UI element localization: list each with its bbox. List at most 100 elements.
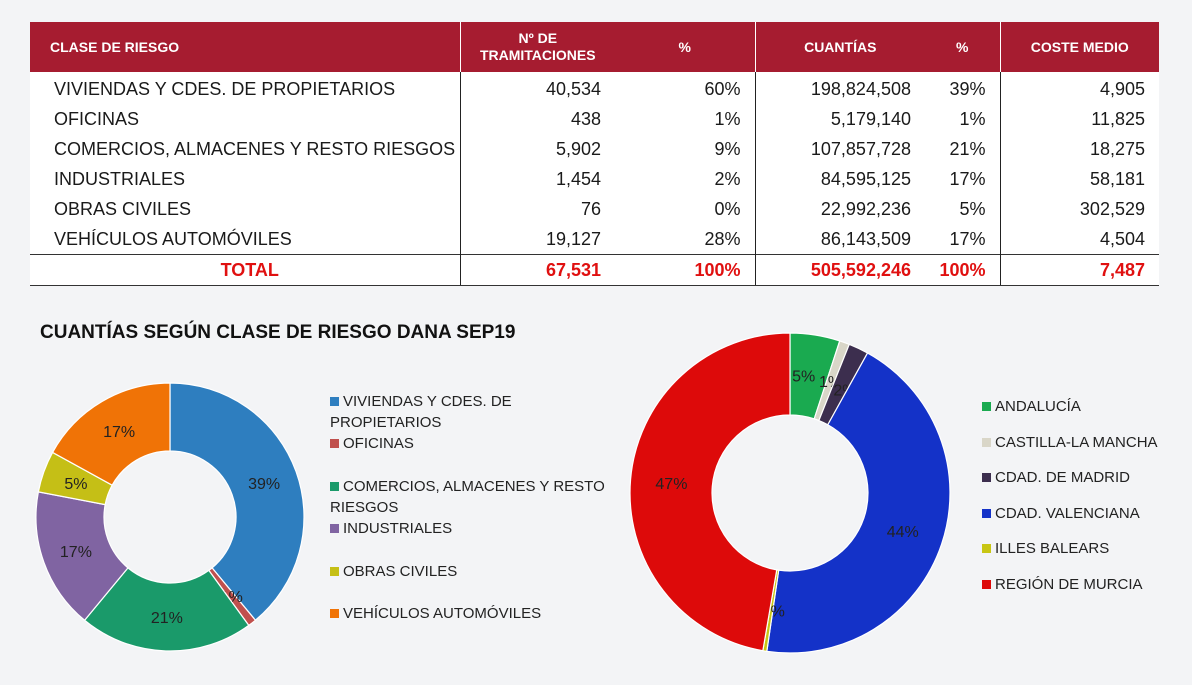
cell-total-cuantias: 505,592,246: [755, 254, 925, 286]
cell-pct-tramitaciones: 0%: [615, 194, 756, 224]
cell-cuantias: 84,595,125: [820, 168, 911, 189]
cell-clase: VIVIENDAS Y CDES. DE PROPIETARIOS: [30, 72, 461, 104]
cell-total-tramitaciones: 67,531: [460, 254, 615, 286]
cell-coste-medio: 18,275: [1089, 138, 1145, 159]
cell-coste-medio: 11,825: [1091, 108, 1145, 129]
header-cuantias: CUANTÍAS: [755, 22, 925, 72]
donut1-legend-label: INDUSTRIALES: [343, 520, 452, 537]
donut1-legend-label: PROPIETARIOS: [330, 414, 441, 431]
table-row: VIVIENDAS Y CDES. DE PROPIETARIOS 40,534…: [30, 72, 1159, 104]
donut1-legend-swatch: [330, 397, 339, 406]
cell-tramitaciones: 5,902: [555, 138, 601, 159]
donut2-slice-5: [629, 332, 791, 652]
donut1-legend-label: COMERCIOS, ALMACENES Y RESTO: [343, 478, 605, 495]
cell-pct-cuantias: 21%: [925, 134, 1001, 164]
cell-pct-tramitaciones: 1%: [615, 104, 756, 134]
cell-cuantias: 22,992,236: [820, 198, 911, 219]
donut2-data-label: 47%: [655, 476, 687, 493]
cell-coste-medio: 4,504: [1099, 228, 1145, 249]
cell-clase: COMERCIOS, ALMACENES Y RESTO RIESGOS: [30, 134, 461, 164]
header-pct-tramitaciones: %: [615, 22, 756, 72]
table-row: INDUSTRIALES 1,454 2% 84,595,125 17% 58,…: [30, 164, 1159, 194]
cell-tramitaciones: 40,534: [545, 78, 601, 99]
cell-cuantias: 198,824,508: [810, 78, 911, 99]
cell-total-label: TOTAL: [30, 254, 461, 286]
table-row: OFICINAS 438 1% 5,179,140 1% 11,825: [30, 104, 1159, 134]
donut1-legend-swatch: [330, 482, 339, 491]
cell-tramitaciones: 1,454: [555, 168, 601, 189]
donut2-data-label: 5%: [792, 368, 815, 385]
cell-clase: VEHÍCULOS AUTOMÓVILES: [30, 224, 461, 255]
cell-pct-cuantias: 17%: [925, 224, 1001, 255]
cell-pct-tramitaciones: 9%: [615, 134, 756, 164]
donut1-data-label: 17%: [103, 424, 135, 441]
donut2-legend-swatch: [982, 580, 991, 589]
donut1-legend-swatch: [330, 439, 339, 448]
donut1-legend-label: RIESGOS: [330, 499, 398, 516]
table-row: VEHÍCULOS AUTOMÓVILES 19,127 28% 86,143,…: [30, 224, 1159, 255]
cell-cuantias: 5,179,140: [830, 108, 911, 129]
risk-class-table: CLASE DE RIESGO Nº DE TRAMITACIONES % CU…: [30, 22, 1159, 286]
header-pct-cuantias: %: [925, 22, 1001, 72]
cell-total-pct-cuantias: 100%: [925, 254, 1001, 286]
cell-tramitaciones: 438: [570, 108, 601, 129]
donut1-data-label: 39%: [248, 476, 280, 493]
donut2-data-label: 44%: [887, 524, 919, 541]
cell-pct-cuantias: 17%: [925, 164, 1001, 194]
donut2-legend-swatch: [982, 473, 991, 482]
cell-cuantias: 86,143,509: [820, 228, 911, 249]
donut2-legend-label: REGIÓN DE MURCIA: [995, 576, 1143, 593]
cell-coste-medio: 58,181: [1089, 168, 1145, 189]
cell-coste-medio: 302,529: [1079, 198, 1145, 219]
donut2-legend-label: CDAD. VALENCIANA: [995, 505, 1140, 522]
cell-pct-cuantias: 1%: [925, 104, 1001, 134]
cell-total-pct-tramitaciones: 100%: [615, 254, 756, 286]
donut2-legend-label: CASTILLA-LA MANCHA: [995, 434, 1158, 451]
cell-coste-medio: 4,905: [1099, 78, 1145, 99]
cell-cuantias: 107,857,728: [810, 138, 911, 159]
cell-pct-tramitaciones: 60%: [615, 72, 756, 104]
cell-total-coste-medio: 7,487: [1000, 254, 1159, 286]
donut2-legend-swatch: [982, 544, 991, 553]
donut1-data-label: 5%: [64, 476, 87, 493]
donut1-slice-0: [169, 382, 305, 622]
donut1-legend-label: OFICINAS: [343, 435, 414, 452]
cell-pct-cuantias: 5%: [925, 194, 1001, 224]
cell-pct-tramitaciones: 28%: [615, 224, 756, 255]
donut1-data-label: 17%: [60, 544, 92, 561]
cell-tramitaciones: 19,127: [545, 228, 601, 249]
donut1-legend-swatch: [330, 524, 339, 533]
cell-clase: OFICINAS: [30, 104, 461, 134]
header-coste-medio: COSTE MEDIO: [1000, 22, 1159, 72]
donut1-legend-label: OBRAS CIVILES: [343, 563, 457, 580]
donut2-slice-3: [766, 352, 951, 654]
cell-clase: OBRAS CIVILES: [30, 194, 461, 224]
table-row: OBRAS CIVILES 76 0% 22,992,236 5% 302,52…: [30, 194, 1159, 224]
table-row: COMERCIOS, ALMACENES Y RESTO RIESGOS 5,9…: [30, 134, 1159, 164]
header-tramitaciones: Nº DE TRAMITACIONES: [460, 22, 615, 72]
donut2-legend-label: CDAD. DE MADRID: [995, 469, 1130, 486]
header-tramitaciones-line1: Nº DE: [518, 30, 558, 46]
donut2-legend-swatch: [982, 402, 991, 411]
donut2-legend-label: ANDALUCÍA: [995, 398, 1081, 415]
donut2-legend-swatch: [982, 509, 991, 518]
table-total-row: TOTAL 67,531 100% 505,592,246 100% 7,487: [30, 254, 1159, 286]
donut1-legend-label: VEHÍCULOS AUTOMÓVILES: [343, 605, 541, 622]
donut2-legend-swatch: [982, 438, 991, 447]
cell-tramitaciones: 76: [580, 198, 601, 219]
table-header-row: CLASE DE RIESGO Nº DE TRAMITACIONES % CU…: [30, 22, 1159, 72]
charts-title: CUANTÍAS SEGÚN CLASE DE RIESGO DANA SEP1…: [40, 322, 516, 343]
donut1-legend-swatch: [330, 567, 339, 576]
donut2-legend-label: ILLES BALEARS: [995, 540, 1109, 557]
donut1-legend-swatch: [330, 609, 339, 618]
donut1-legend-label: VIVIENDAS Y CDES. DE: [343, 393, 512, 410]
cell-pct-tramitaciones: 2%: [615, 164, 756, 194]
donut1-slice-2: [83, 567, 250, 652]
cell-pct-cuantias: 39%: [925, 72, 1001, 104]
donut1-slice-5: [51, 382, 171, 487]
donut1-data-label: 21%: [151, 610, 183, 627]
header-clase: CLASE DE RIESGO: [30, 22, 461, 72]
cell-clase: INDUSTRIALES: [30, 164, 461, 194]
header-tramitaciones-line2: TRAMITACIONES: [479, 47, 596, 63]
